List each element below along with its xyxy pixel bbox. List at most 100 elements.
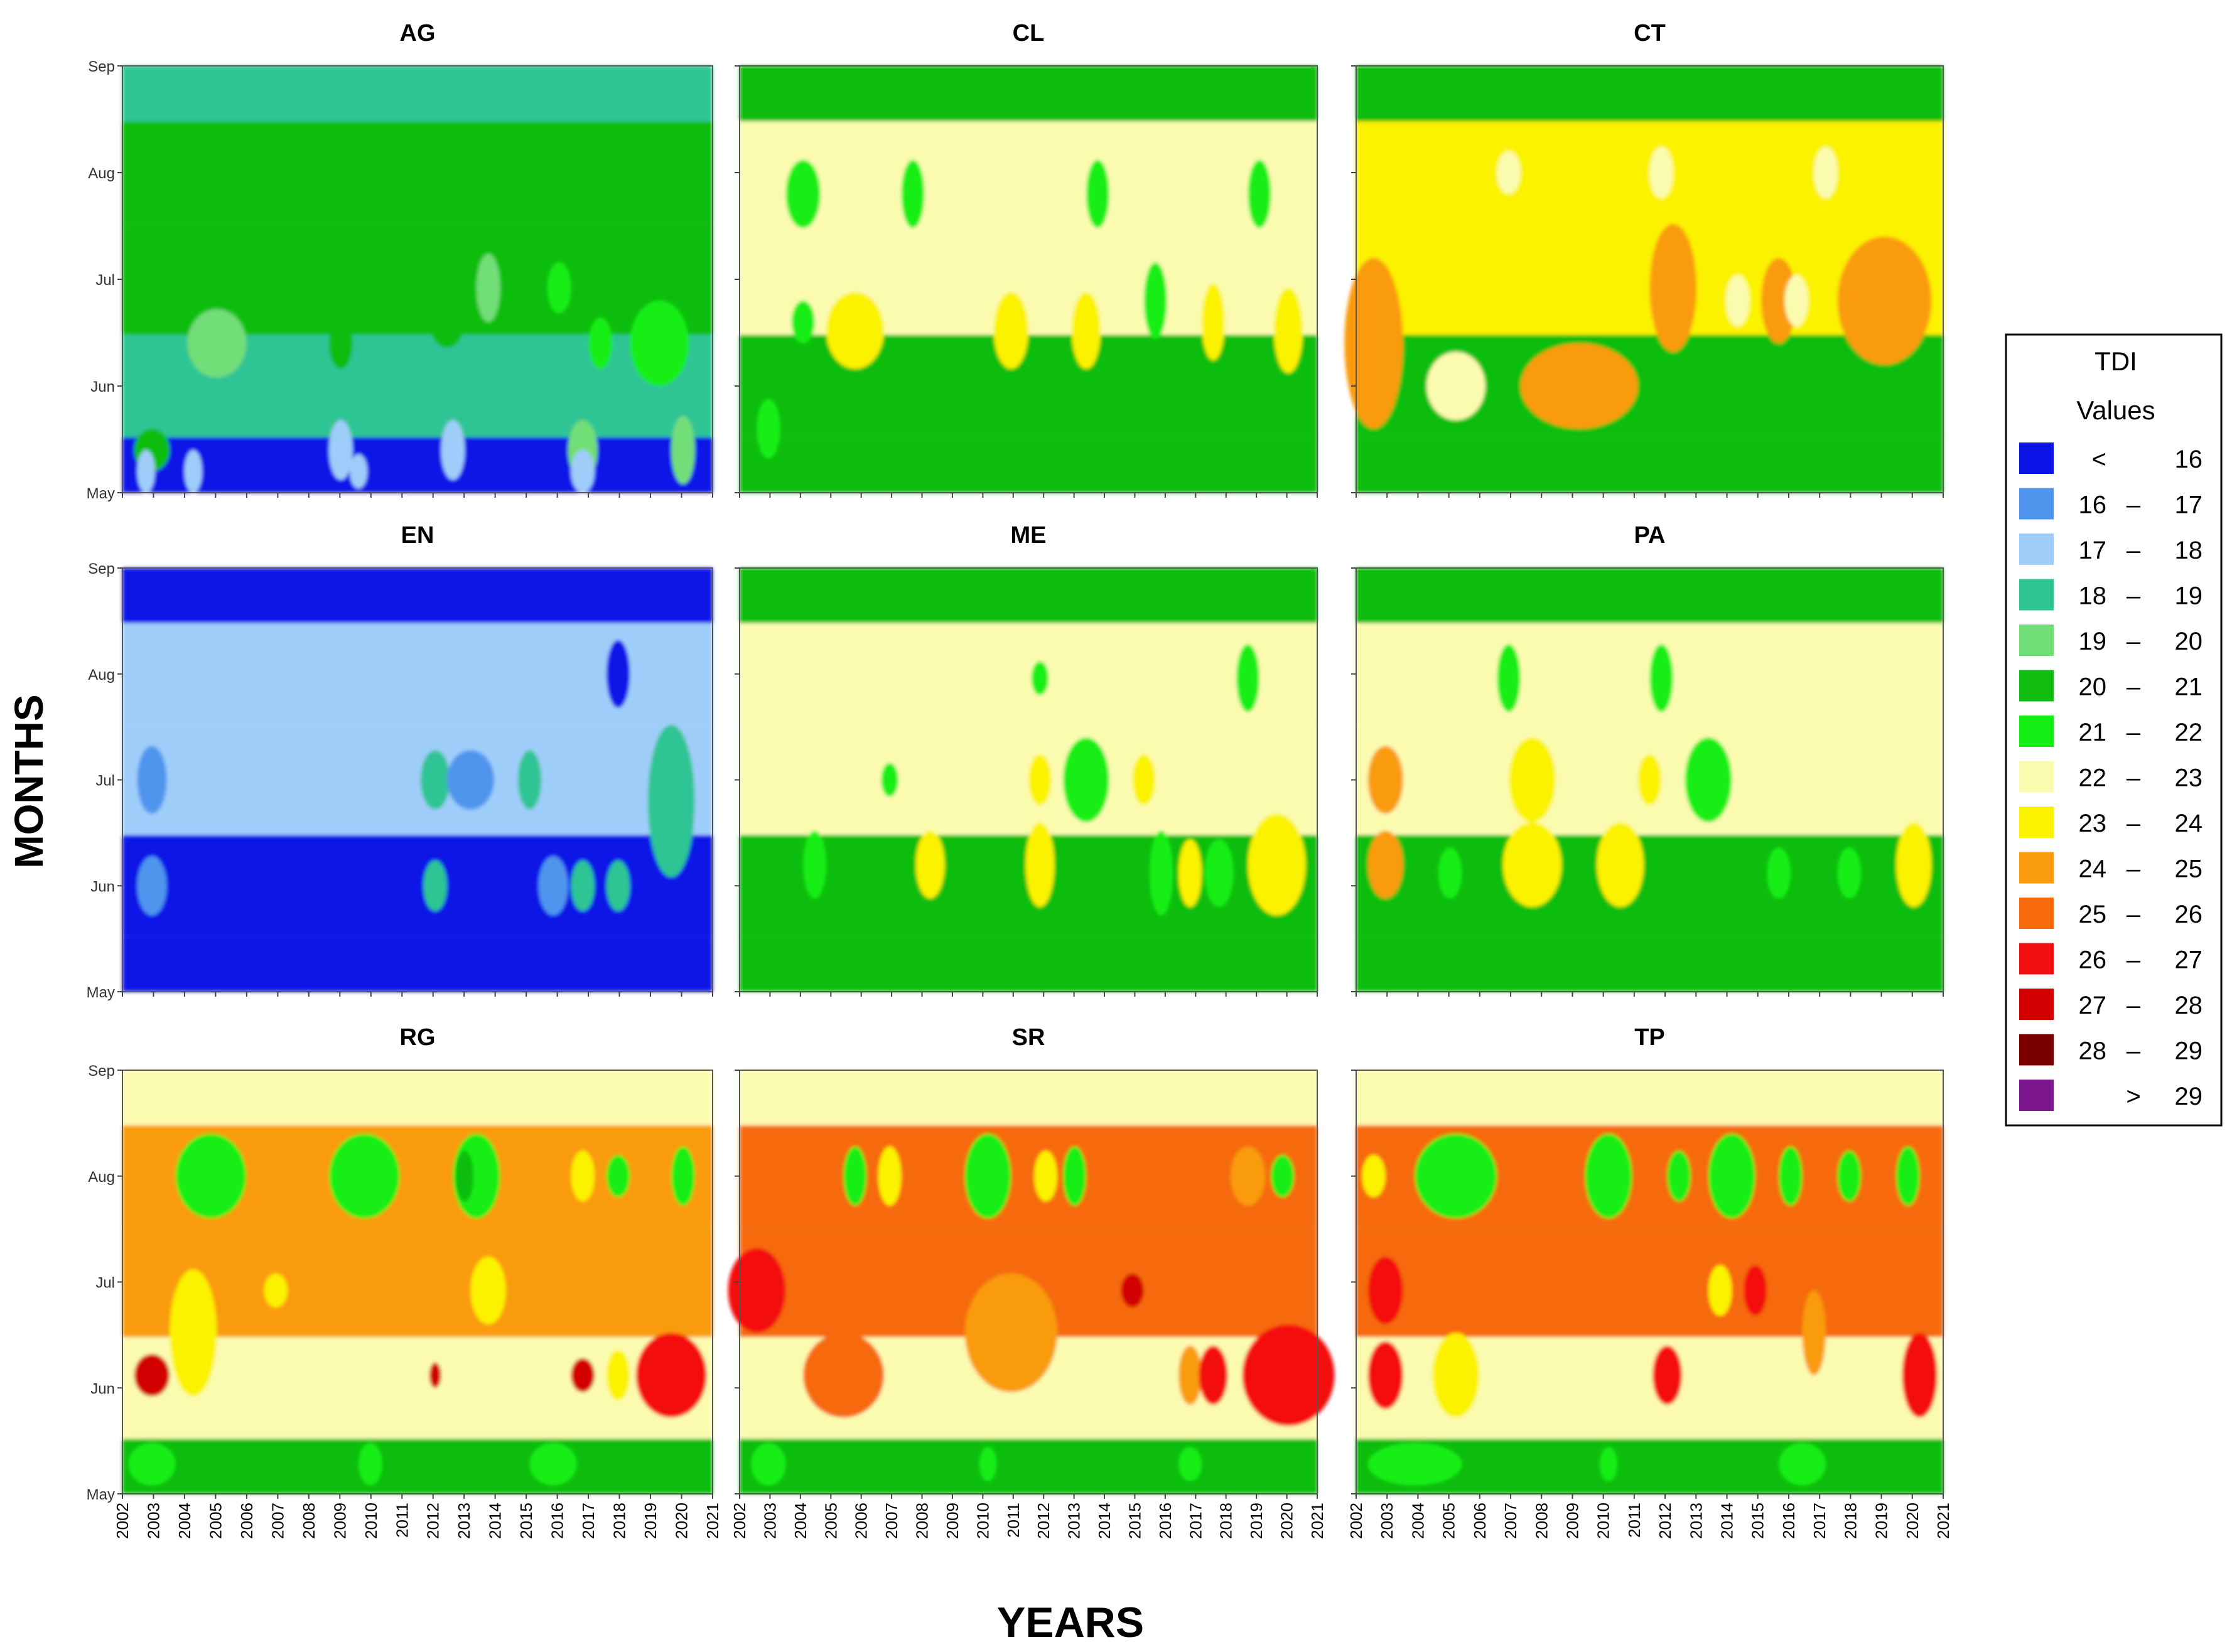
- heatmap-cell: [1248, 813, 1306, 916]
- heatmap-cell: [1767, 847, 1791, 899]
- heatmap-cell: [881, 763, 898, 797]
- heatmap-cell: [826, 292, 884, 369]
- heatmap-field: [122, 568, 713, 992]
- month-label: Sep: [88, 1063, 115, 1080]
- heatmap-cell: [606, 1349, 630, 1401]
- heatmap-cell: [1178, 1447, 1202, 1481]
- legend-separator: –: [2127, 764, 2141, 792]
- heatmap-cell: [1204, 839, 1234, 907]
- year-label: 2006: [237, 1503, 256, 1539]
- legend-high: 18: [2175, 537, 2203, 564]
- heatmap-cell: [1236, 644, 1259, 712]
- heatmap-cell: [1744, 1265, 1767, 1316]
- heatmap-cell: [1132, 754, 1156, 805]
- legend-separator: –: [2127, 628, 2141, 655]
- heatmap-cell: [671, 1146, 695, 1206]
- heatmap-cell: [423, 860, 447, 911]
- year-label: 2008: [1532, 1503, 1551, 1539]
- legend-low: 19: [2079, 628, 2107, 655]
- month-label: Aug: [88, 1169, 115, 1186]
- year-label: 2005: [821, 1503, 840, 1539]
- heatmap-cell: [1509, 738, 1556, 822]
- legend-entry: 18– 19: [2019, 579, 2202, 611]
- heatmap-cell: [1438, 847, 1462, 899]
- legend-separator: >: [2126, 1083, 2140, 1110]
- legend-entry: 17– 18: [2019, 534, 2202, 565]
- heatmap-cell: [1231, 1146, 1266, 1206]
- panel-sr: SR 2002 2003 2004 2005 2006 2007 2008 2009 2010 20…: [728, 1024, 1335, 1539]
- heatmap-cell: [1708, 1134, 1755, 1219]
- heatmap-cell: [1520, 343, 1638, 429]
- panel-title: EN: [401, 522, 434, 549]
- heatmap-cell: [751, 1443, 786, 1486]
- legend-swatch: [2019, 579, 2054, 611]
- month-band: [1356, 1070, 1943, 1125]
- year-label: 2020: [1903, 1503, 1922, 1539]
- heatmap-field: [728, 1070, 1335, 1494]
- heatmap-cell: [1150, 830, 1173, 916]
- heatmap-cell: [184, 450, 202, 493]
- legend-entry: 16– 17: [2019, 488, 2202, 520]
- month-label: Jun: [90, 1380, 115, 1397]
- year-label: 2012: [1034, 1503, 1053, 1539]
- heatmap-cell: [571, 1358, 595, 1392]
- legend-swatch: [2019, 1034, 2054, 1066]
- legend-separator: –: [2127, 992, 2141, 1019]
- heatmap-field: [740, 568, 1317, 992]
- heatmap-cell: [878, 1146, 902, 1206]
- legend-entry: <16: [2019, 442, 2202, 474]
- year-label: 2006: [852, 1503, 871, 1539]
- panel-en: EN May Jun Jul Aug Sep: [87, 522, 713, 1001]
- legend-low: 22: [2079, 764, 2107, 792]
- heatmap-cell: [1415, 1134, 1497, 1219]
- month-label: Sep: [88, 58, 115, 75]
- month-label: Jul: [95, 773, 115, 790]
- month-band: [122, 724, 713, 835]
- legend-low: 18: [2079, 582, 2107, 610]
- year-label: 2003: [760, 1503, 779, 1539]
- heatmap-cell: [1902, 1333, 1938, 1418]
- heatmap-cell: [1837, 1150, 1862, 1202]
- heatmap-cell: [647, 724, 695, 877]
- year-label: 2019: [1247, 1503, 1266, 1539]
- heatmap-cell: [1502, 822, 1562, 907]
- year-label: 2009: [1563, 1503, 1582, 1539]
- year-label: 2017: [1186, 1503, 1205, 1539]
- heatmap-cell: [728, 1248, 786, 1333]
- legend-swatch: [2019, 534, 2054, 565]
- legend-high: 29: [2175, 1083, 2203, 1110]
- heatmap-field: [740, 66, 1317, 493]
- year-label: 2016: [1779, 1503, 1798, 1539]
- year-label: 2005: [206, 1503, 225, 1539]
- legend-swatch: [2019, 807, 2054, 838]
- heatmap-cell: [630, 301, 689, 386]
- year-label: 2020: [672, 1503, 691, 1539]
- legend-entry: 21– 22: [2019, 716, 2202, 747]
- year-label: 2008: [913, 1503, 932, 1539]
- legend-swatch: [2019, 898, 2054, 929]
- month-band: [1356, 568, 1943, 623]
- heatmap-cell: [1367, 1443, 1462, 1486]
- legend-swatch: [2019, 943, 2054, 975]
- legend-swatch: [2019, 670, 2054, 702]
- heatmap-cell: [1063, 1146, 1086, 1206]
- panels: AG May Jun Jul Aug Sep CL CT EN May Jun Jul Aug Sep ME…: [87, 20, 1953, 1539]
- heatmap-cell: [1761, 258, 1797, 343]
- y-axis-label: MONTHS: [6, 694, 51, 868]
- heatmap-cell: [517, 750, 542, 810]
- heatmap-cell: [1637, 754, 1662, 805]
- year-label: 2020: [1278, 1503, 1297, 1539]
- month-label: May: [87, 984, 115, 1001]
- year-label: 2013: [1686, 1503, 1705, 1539]
- year-label: 2013: [455, 1503, 473, 1539]
- year-label: 2015: [1749, 1503, 1767, 1539]
- legend-entry: 24– 25: [2019, 852, 2202, 884]
- year-label: 2007: [268, 1503, 287, 1539]
- month-band: [740, 623, 1317, 725]
- legend-high: 26: [2175, 901, 2203, 928]
- year-label: 2021: [1308, 1503, 1327, 1539]
- panel-title: TP: [1634, 1024, 1665, 1051]
- month-band: [122, 568, 713, 623]
- month-label: Aug: [88, 165, 115, 182]
- legend-high: 27: [2175, 947, 2203, 974]
